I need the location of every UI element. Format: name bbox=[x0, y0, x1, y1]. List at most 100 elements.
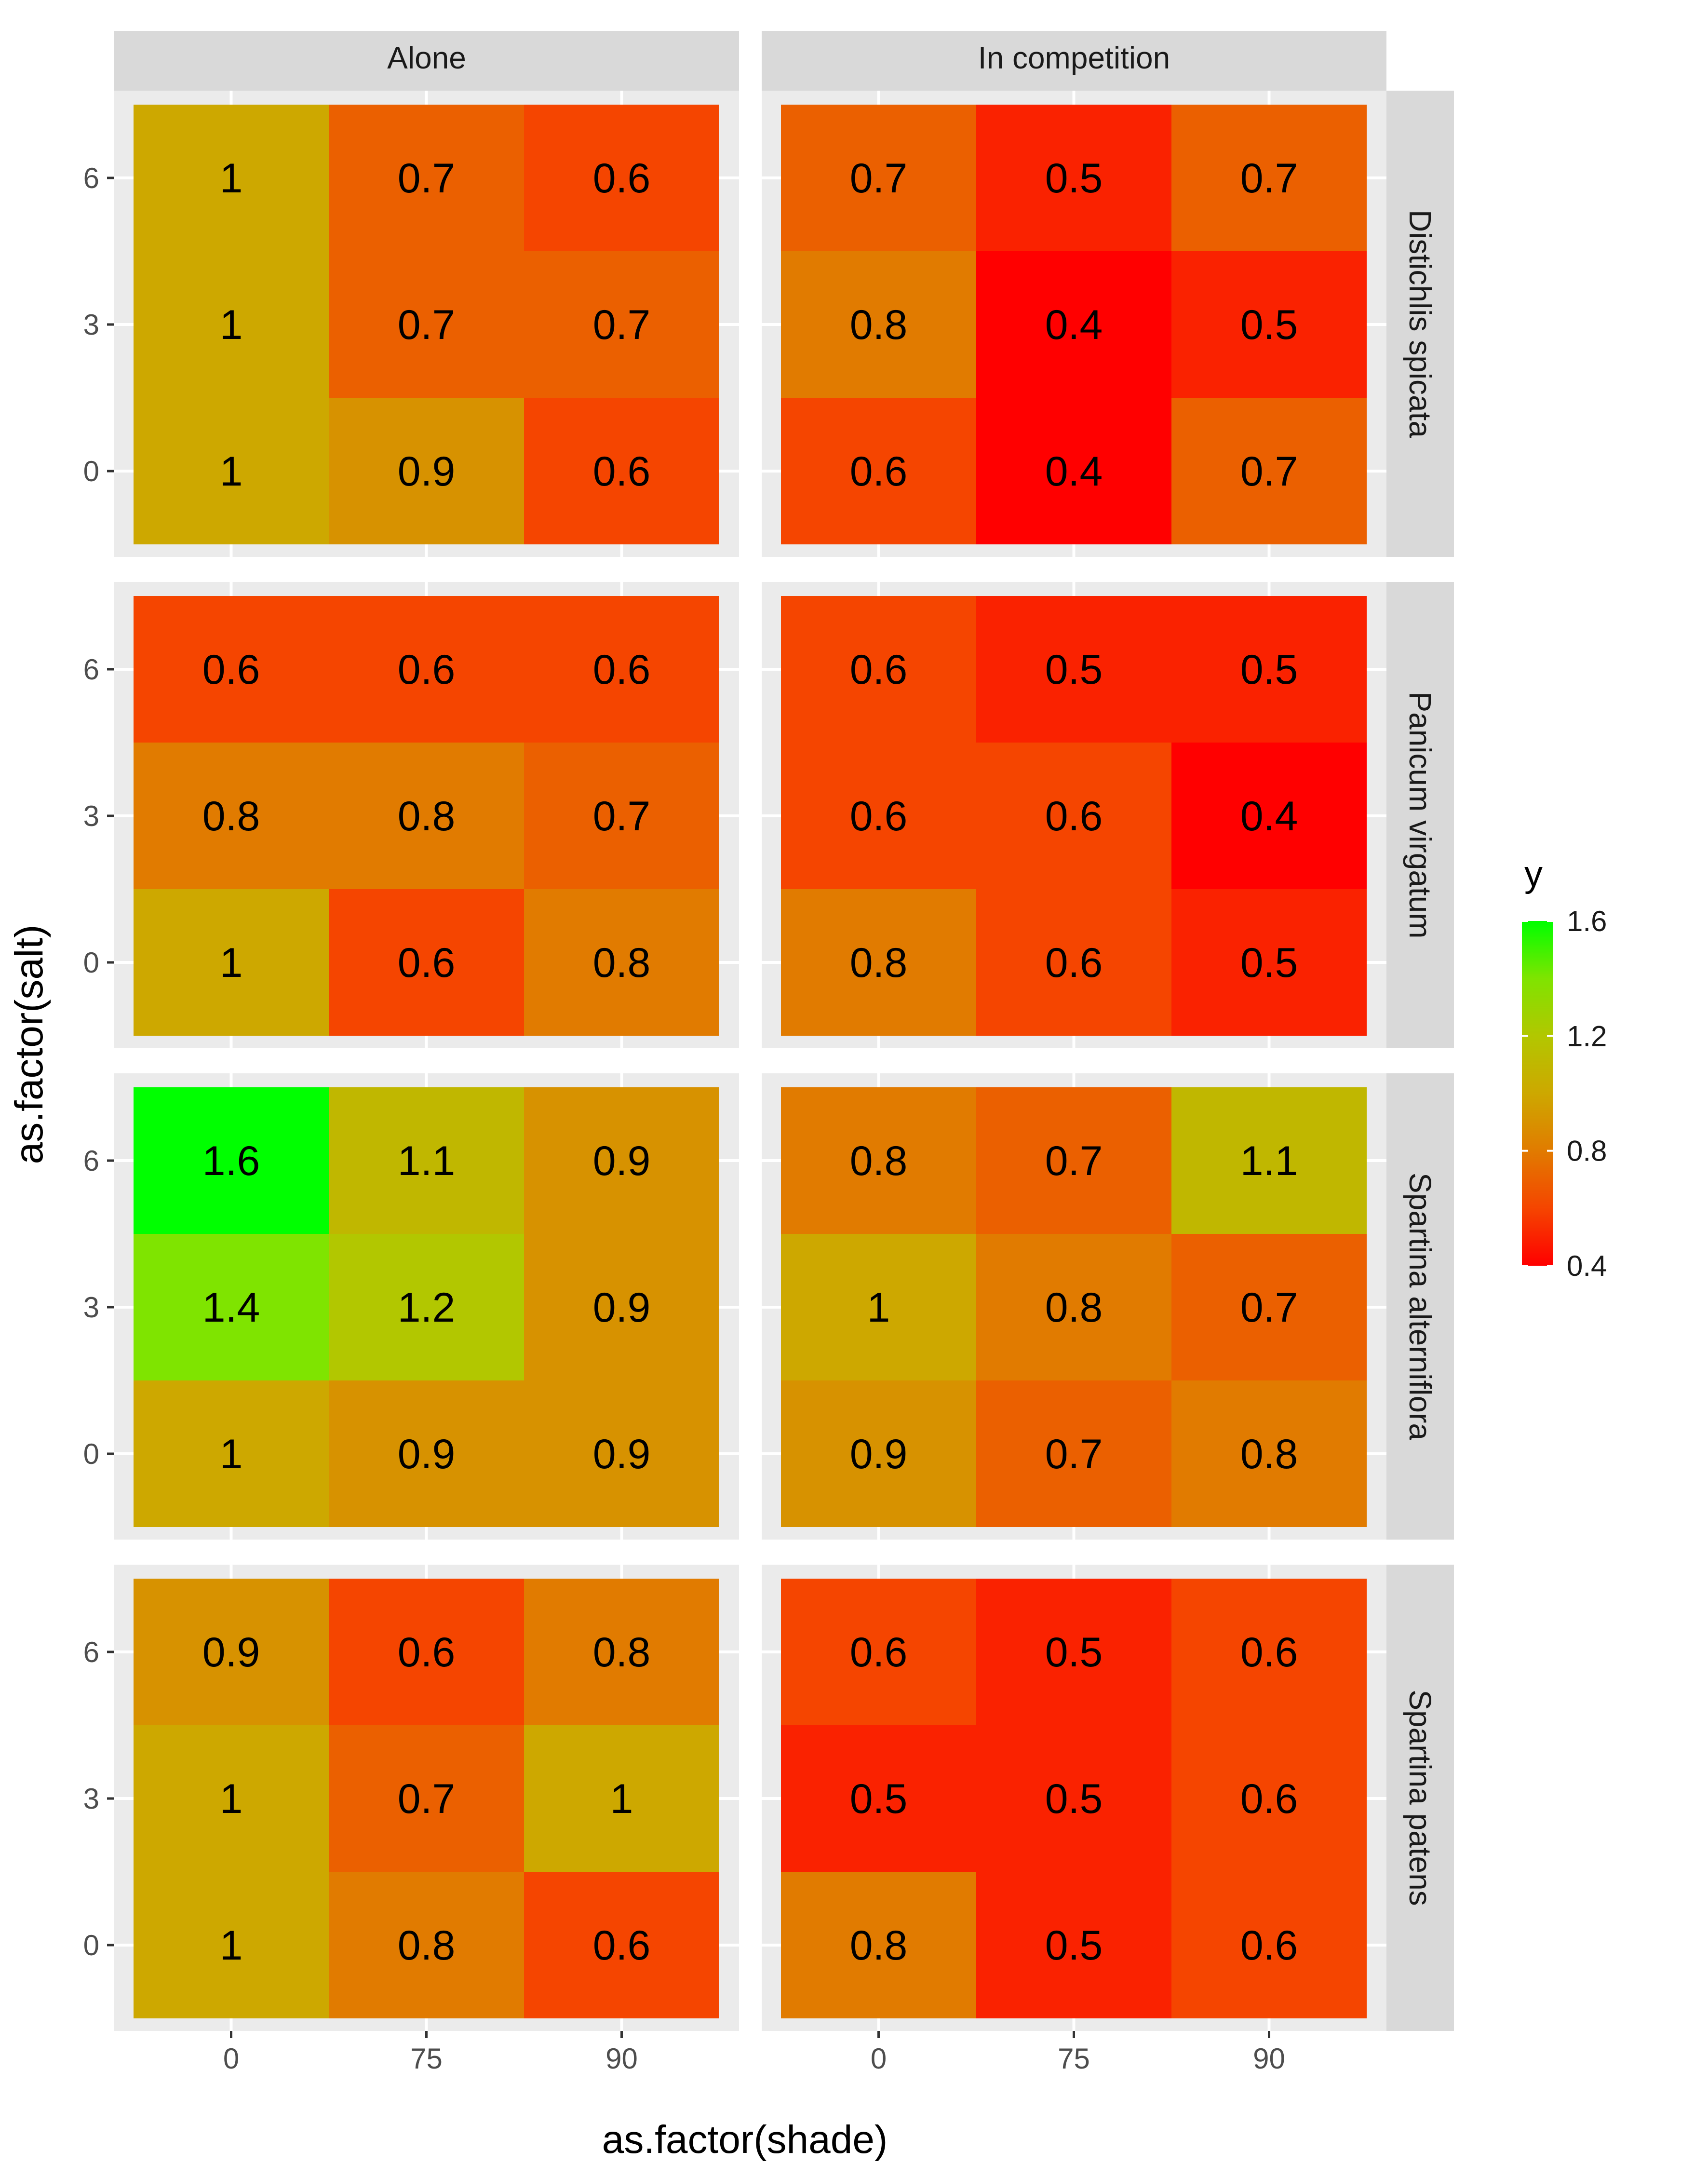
heatmap-tile bbox=[781, 1087, 976, 1234]
heatmap-tile bbox=[1171, 251, 1367, 398]
cell-value-label: 0.6 bbox=[1240, 1922, 1298, 1969]
strip-distichlis-spicata bbox=[1386, 91, 1454, 557]
cell-value-label: 0.6 bbox=[1045, 940, 1103, 986]
column-strips: Alone In competition bbox=[114, 31, 1386, 91]
heatmap-tile bbox=[329, 105, 524, 251]
heatmap-tile bbox=[976, 105, 1171, 251]
color-legend: y 1.6 1.2 0.8 0.4 bbox=[1522, 853, 1607, 1282]
cell-value-label: 0.6 bbox=[398, 1629, 456, 1676]
cell-value-label: 0.8 bbox=[850, 1922, 908, 1969]
cell-value-label: 0.7 bbox=[1045, 1138, 1103, 1184]
heatmap-tile bbox=[781, 1579, 976, 1725]
strip-label-distichlis-spicata: Distichlis spicata bbox=[1403, 210, 1438, 438]
cell-value-label: 0.7 bbox=[1240, 1285, 1298, 1331]
heatmap-tile bbox=[1171, 1380, 1367, 1527]
legend-tick-label: 0.4 bbox=[1567, 1250, 1607, 1282]
cell-value-label: 0.6 bbox=[1240, 1776, 1298, 1822]
heatmap-tile bbox=[1171, 743, 1367, 889]
heatmap-tile bbox=[1171, 398, 1367, 544]
cell-value-label: 1.1 bbox=[398, 1138, 456, 1184]
cell-value-label: 1 bbox=[220, 155, 243, 202]
heatmap-tile bbox=[781, 596, 976, 743]
cell-value-label: 0.8 bbox=[850, 940, 908, 986]
cell-value-label: 1 bbox=[220, 1431, 243, 1477]
heatmap-tile bbox=[134, 1872, 329, 2018]
cell-value-label: 0.6 bbox=[1240, 1629, 1298, 1676]
strip-spartina-alterniflora bbox=[1386, 1073, 1454, 1540]
heatmap-tile bbox=[329, 743, 524, 889]
heatmap-tile bbox=[976, 1725, 1171, 1872]
heatmap-tile bbox=[976, 1872, 1171, 2018]
cell-value-label: 0.6 bbox=[850, 793, 908, 839]
heatmap-tile bbox=[329, 1087, 524, 1234]
cell-value-label: 1.4 bbox=[202, 1285, 260, 1331]
heatmap-tile bbox=[329, 1579, 524, 1725]
cell-value-label: 0.9 bbox=[593, 1285, 651, 1331]
cell-value-label: 0.5 bbox=[1045, 155, 1103, 202]
strip-in-competition bbox=[762, 31, 1386, 91]
heatmap-tile bbox=[1171, 105, 1367, 251]
heatmap-tile bbox=[781, 1380, 976, 1527]
y-tick-label: 0 bbox=[83, 947, 99, 979]
x-tick-label: 75 bbox=[1058, 2042, 1090, 2075]
cell-value-label: 0.8 bbox=[398, 793, 456, 839]
cell-value-label: 0.8 bbox=[850, 302, 908, 348]
heatmap-tile bbox=[976, 1087, 1171, 1234]
x-tick-label: 75 bbox=[410, 2042, 443, 2075]
y-tick-label: 0 bbox=[83, 455, 99, 487]
cell-value-label: 1.2 bbox=[398, 1285, 456, 1331]
cell-value-label: 0.5 bbox=[1240, 940, 1298, 986]
heatmap-tile bbox=[1171, 1725, 1367, 1872]
heatmap-tile bbox=[134, 1087, 329, 1234]
cell-value-label: 0.6 bbox=[202, 647, 260, 693]
heatmap-tile bbox=[524, 1087, 719, 1234]
heatmap-tile bbox=[329, 1725, 524, 1872]
y-tick-label: 3 bbox=[83, 309, 99, 341]
x-tick-label: 0 bbox=[223, 2042, 239, 2075]
heatmap-tile bbox=[524, 889, 719, 1036]
heatmap-tile bbox=[329, 251, 524, 398]
x-axis-title: as.factor(shade) bbox=[602, 2118, 888, 2162]
heatmap-tile bbox=[134, 889, 329, 1036]
cell-value-label: 0.8 bbox=[202, 793, 260, 839]
y-tick-label: 6 bbox=[83, 653, 99, 686]
cell-value-label: 1 bbox=[220, 1922, 243, 1969]
heatmap-tile bbox=[781, 1872, 976, 2018]
cell-value-label: 0.7 bbox=[593, 793, 651, 839]
y-tick-label: 6 bbox=[83, 1145, 99, 1177]
heatmap-tile bbox=[134, 398, 329, 544]
strip-label-spartina-alterniflora: Spartina alterniflora bbox=[1403, 1173, 1438, 1440]
heatmap-tile bbox=[781, 889, 976, 1036]
cell-value-label: 0.5 bbox=[1045, 1629, 1103, 1676]
y-tick-label: 6 bbox=[83, 162, 99, 194]
legend-colorbar bbox=[1522, 921, 1553, 1266]
legend-ticks: 1.6 1.2 0.8 0.4 bbox=[1522, 905, 1607, 1282]
cell-value-label: 0.6 bbox=[850, 448, 908, 495]
heatmap-tile bbox=[976, 1380, 1171, 1527]
strip-spartina-patens bbox=[1386, 1565, 1454, 2031]
cell-value-label: 0.5 bbox=[1240, 647, 1298, 693]
y-tick-label: 3 bbox=[83, 800, 99, 832]
cell-value-label: 0.6 bbox=[398, 647, 456, 693]
cell-value-label: 0.8 bbox=[850, 1138, 908, 1184]
strip-label-spartina-patens: Spartina patens bbox=[1403, 1690, 1438, 1906]
heatmap-tile bbox=[524, 1234, 719, 1380]
heatmap-tile bbox=[781, 251, 976, 398]
heatmap-tile bbox=[524, 251, 719, 398]
cell-value-label: 1 bbox=[220, 448, 243, 495]
heatmap-tile bbox=[134, 1234, 329, 1380]
x-tick-label: 90 bbox=[1253, 2042, 1285, 2075]
heatmap-tile bbox=[976, 1579, 1171, 1725]
strip-label-panicum-virgatum: Panicum virgatum bbox=[1403, 691, 1438, 938]
cell-value-label: 0.6 bbox=[850, 1629, 908, 1676]
heatmap-tile bbox=[329, 596, 524, 743]
heatmap-tile bbox=[1171, 1872, 1367, 2018]
cell-value-label: 0.4 bbox=[1045, 448, 1103, 495]
legend-tick-label: 1.6 bbox=[1567, 905, 1607, 937]
cell-value-label: 1 bbox=[610, 1776, 633, 1822]
heatmap-panels: 1 0.9 0.6 1 0.7 0.7 1 0.7 0.6 0.6 0.4 0.7 0.8 0.4 0.5 0… bbox=[114, 91, 1386, 2031]
strip-label-in-competition: In competition bbox=[978, 41, 1170, 75]
cell-value-label: 0.8 bbox=[1045, 1285, 1103, 1331]
